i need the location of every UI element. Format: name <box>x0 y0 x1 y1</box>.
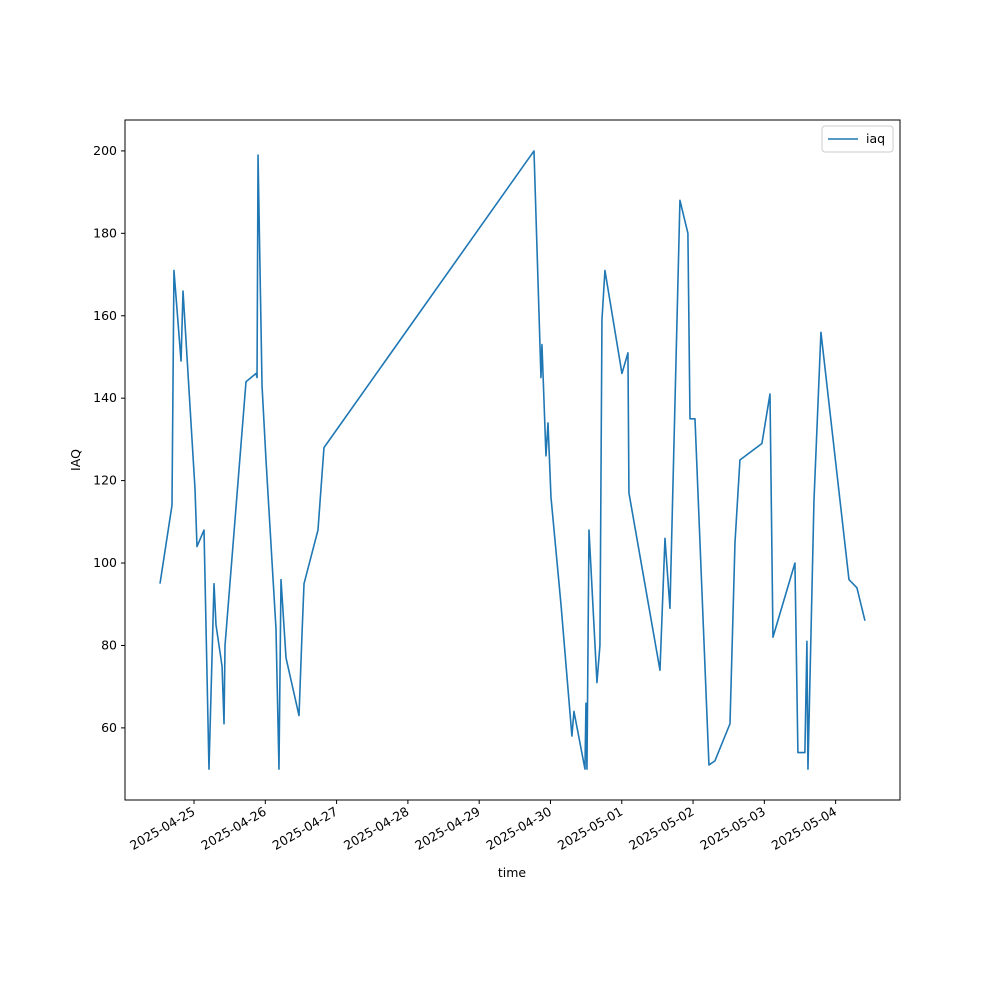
x-tick-label: 2025-05-02 <box>626 804 696 853</box>
y-tick-label: 120 <box>93 473 117 488</box>
y-axis-label: IAQ <box>68 449 83 471</box>
x-tick-label: 2025-04-30 <box>484 804 554 853</box>
y-tick-label: 100 <box>93 555 117 570</box>
y-tick-label: 80 <box>101 637 117 652</box>
x-tick-label: 2025-04-29 <box>412 804 482 853</box>
plot-frame <box>124 119 901 801</box>
y-tick-label: 60 <box>101 720 117 735</box>
x-tick-label: 2025-04-28 <box>341 804 411 853</box>
legend-label: iaq <box>866 131 885 146</box>
x-tick-label: 2025-05-03 <box>697 804 767 853</box>
x-tick-label: 2025-04-26 <box>198 804 268 853</box>
y-tick-label: 180 <box>93 225 117 240</box>
x-tick-label: 2025-05-04 <box>769 804 839 853</box>
y-tick-label: 200 <box>93 143 117 158</box>
data-line <box>159 150 866 770</box>
x-tick-label: 2025-05-01 <box>555 804 625 853</box>
x-tick-label: 2025-04-25 <box>127 804 197 853</box>
y-tick-label: 160 <box>93 308 117 323</box>
y-tick-label: 140 <box>93 390 117 405</box>
x-axis-label: time <box>498 865 527 880</box>
x-tick-label: 2025-04-27 <box>270 804 340 853</box>
